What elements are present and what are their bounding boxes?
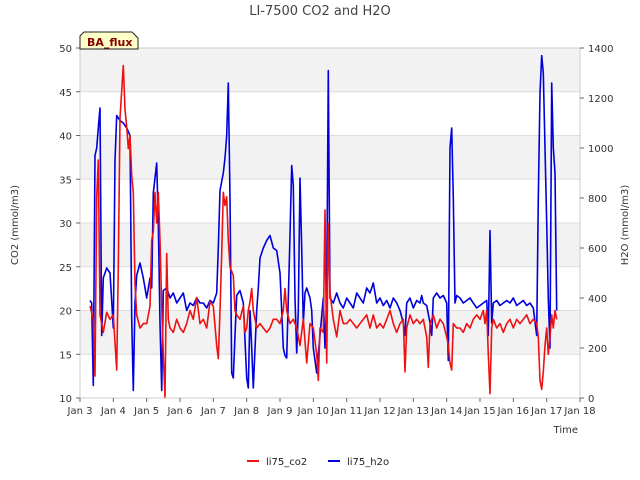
tick-label-left: 45 (59, 88, 72, 99)
badge-box (79, 31, 139, 50)
tick-label-x: Jan 13 (397, 406, 429, 417)
tick-label-x: Jan 4 (100, 406, 126, 417)
tick-label-right: 800 (588, 194, 607, 205)
tick-label-left: 40 (59, 132, 72, 143)
background-band (80, 48, 580, 92)
badge-label: BA_flux (87, 36, 132, 49)
tick-label-left: 20 (59, 307, 72, 318)
tick-label-x: Jan 8 (233, 406, 259, 417)
tick-label-left: 15 (59, 350, 72, 361)
tick-label-x: Jan 11 (330, 406, 362, 417)
tick-label-left: 30 (59, 219, 72, 230)
tick-label-right: 0 (588, 394, 594, 405)
background-band (80, 135, 580, 180)
tick-label-x: Jan 14 (430, 406, 462, 417)
tick-label-x: Jan 3 (67, 406, 93, 417)
tick-label-x: Jan 5 (133, 406, 159, 417)
legend-label-co2: li75_co2 (266, 457, 307, 468)
tick-label-left: 10 (59, 394, 72, 405)
tick-label-x: Jan 17 (530, 406, 562, 417)
legend-label-h2o: li75_h2o (347, 457, 389, 468)
tick-label-right: 400 (588, 294, 607, 305)
tick-label-right: 1000 (588, 144, 613, 155)
tick-label-x: Jan 9 (267, 406, 293, 417)
tick-label-left: 25 (59, 263, 72, 274)
tick-label-right: 200 (588, 344, 607, 355)
tick-label-right: 1200 (588, 94, 613, 105)
y-axis-label-right: H2O (mmol/m3) (620, 185, 631, 266)
badge: BA_flux (79, 31, 139, 50)
tick-label-left: 35 (59, 175, 72, 186)
tick-label-right: 600 (588, 244, 607, 255)
tick-label-x: Jan 12 (363, 406, 395, 417)
tick-label-x: Jan 15 (463, 406, 495, 417)
legend: li75_co2 li75_h2o (247, 457, 389, 468)
x-axis-label: Time (553, 425, 578, 436)
series-line-li75_h2o (89, 54, 558, 392)
tick-label-x: Jan 16 (497, 406, 529, 417)
tick-label-x: Jan 7 (200, 406, 226, 417)
tick-label-x: Jan 18 (563, 406, 595, 417)
tick-label-left: 50 (59, 44, 72, 55)
tick-label-x: Jan 10 (297, 406, 329, 417)
tick-label-right: 1400 (588, 44, 613, 55)
axis-ticks: 10 15 20 25 30 35 40 45 50 0 200 400 600 800 1000 1200 1… (59, 44, 613, 417)
background-band (80, 310, 580, 355)
y-axis-label-left: CO2 (mmol/m3) (10, 185, 21, 265)
chart-title: LI-7500 CO2 and H2O (249, 4, 391, 19)
series-line-li75_co2 (89, 64, 558, 399)
series-layer (89, 54, 558, 399)
tick-label-x: Jan 6 (167, 406, 193, 417)
